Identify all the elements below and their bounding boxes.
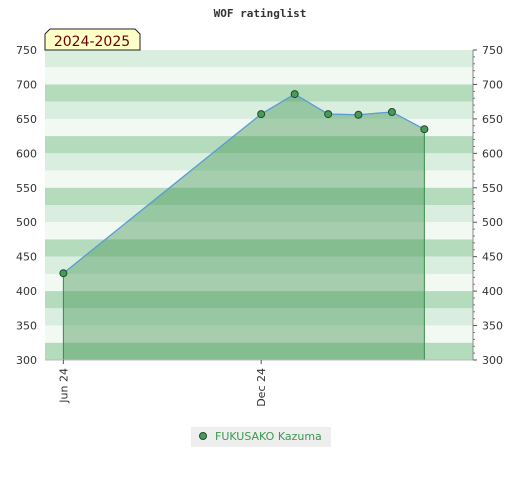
background-band	[45, 84, 473, 102]
y-tick-label-right: 300	[482, 354, 503, 367]
background-band	[45, 187, 473, 205]
y-tick-label-right: 450	[482, 251, 503, 264]
background-bands	[45, 50, 473, 360]
x-tick-label: Jun 24	[57, 368, 70, 404]
y-tick-label-left: 350	[16, 320, 37, 333]
data-point[interactable]	[387, 108, 396, 116]
y-tick-label-left: 400	[16, 285, 37, 298]
rating-area-fill	[63, 94, 425, 360]
background-band	[45, 222, 473, 240]
y-tick-label-right: 350	[482, 320, 503, 333]
data-point[interactable]	[420, 125, 429, 134]
y-tick-label-left: 500	[16, 216, 37, 229]
background-band	[45, 291, 473, 309]
background-band	[45, 67, 473, 85]
background-band	[45, 153, 473, 171]
background-band	[45, 256, 473, 274]
background-band	[45, 273, 473, 292]
y-tick-label-left: 700	[16, 78, 37, 91]
y-tick-label-left: 650	[16, 113, 37, 126]
data-point[interactable]	[290, 90, 299, 99]
background-band	[45, 308, 473, 326]
data-point[interactable]	[59, 269, 68, 278]
legend-marker	[199, 432, 207, 440]
y-tick-label-right: 550	[482, 182, 503, 195]
background-band	[45, 118, 473, 137]
axes: 300 300 350 350 400 400 450 450 500 500 550 550 600 6…	[16, 44, 503, 407]
background-band	[45, 170, 473, 188]
data-point[interactable]	[354, 110, 363, 119]
legend: FUKUSAKO Kazuma	[191, 427, 331, 447]
x-tick-label: Dec 24	[255, 368, 268, 407]
season-label-text: 2024-2025	[54, 34, 130, 50]
data-points	[59, 90, 429, 278]
background-band	[45, 342, 473, 360]
y-tick-label-left: 550	[16, 182, 37, 195]
y-tick-label-left: 750	[16, 44, 37, 57]
data-point[interactable]	[324, 110, 333, 119]
season-label: 2024-2025	[44, 28, 141, 51]
data-point[interactable]	[257, 110, 266, 119]
background-band	[45, 239, 473, 257]
y-tick-label-right: 650	[482, 113, 503, 126]
background-band	[45, 325, 473, 343]
background-band	[45, 50, 473, 68]
chart-title: WOF ratinglist	[214, 7, 307, 20]
background-band	[45, 205, 473, 223]
y-tick-label-left: 600	[16, 147, 37, 160]
y-tick-label-left: 450	[16, 251, 37, 264]
legend-label[interactable]: FUKUSAKO Kazuma	[215, 430, 322, 443]
y-tick-label-right: 500	[482, 216, 503, 229]
y-tick-label-right: 600	[482, 147, 503, 160]
y-tick-label-right: 750	[482, 44, 503, 57]
y-tick-label-right: 700	[482, 78, 503, 91]
y-tick-label-left: 300	[16, 354, 37, 367]
y-tick-label-right: 400	[482, 285, 503, 298]
background-band	[45, 136, 473, 154]
